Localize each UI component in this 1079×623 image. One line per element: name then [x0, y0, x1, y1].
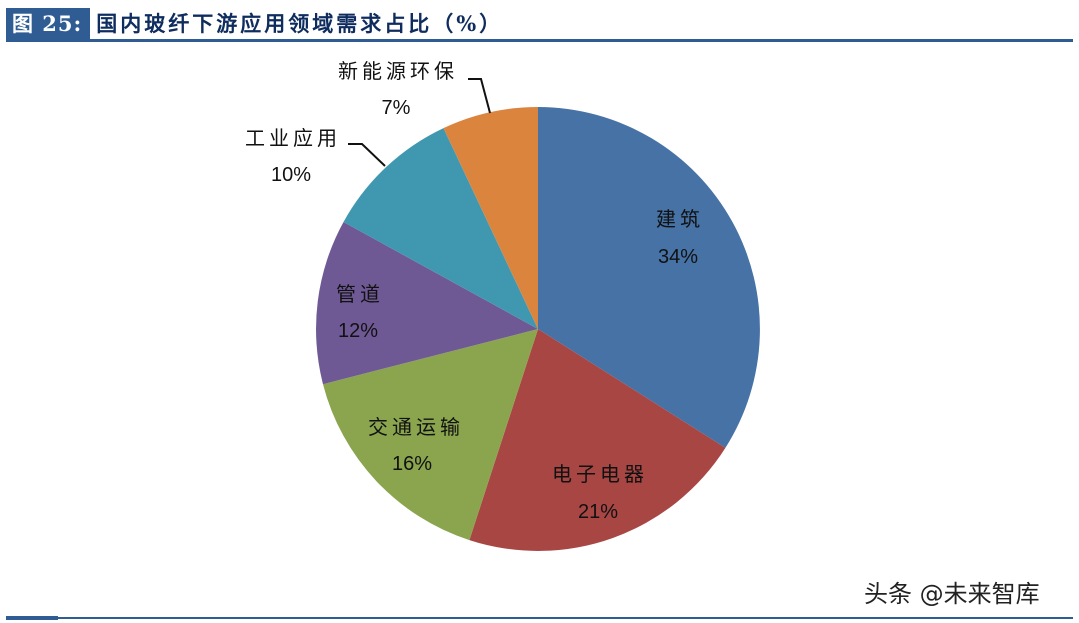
label-industrial-name: 工业应用 — [245, 126, 341, 150]
watermark-text: 头条 @未来智库 — [864, 580, 1040, 608]
label-pipeline-pct: 12% — [338, 320, 378, 342]
label-transportation-pct: 16% — [392, 453, 432, 475]
slice-industrial — [343, 128, 538, 329]
slice-pipeline — [316, 222, 538, 385]
footer-divider-accent — [6, 616, 58, 620]
figure-header: 图 25: 国内玻纤下游应用领域需求占比（%） — [6, 8, 503, 39]
slice-electronics — [469, 329, 726, 551]
label-pipeline-name: 管道 — [336, 282, 384, 306]
footer-divider — [6, 617, 1073, 619]
leader-lines — [348, 78, 491, 167]
pie-slices — [316, 106, 760, 551]
header-divider — [6, 39, 1073, 42]
leader-line-industrial — [348, 143, 386, 167]
label-electronics-pct: 21% — [578, 501, 618, 523]
label-new-energy-name: 新能源环保 — [338, 59, 458, 83]
slice-new-energy — [443, 106, 538, 329]
leader-line-new-energy — [468, 78, 491, 114]
label-industrial-pct: 10% — [271, 164, 311, 186]
label-transportation-name: 交通运输 — [368, 415, 464, 439]
slice-construction — [538, 107, 760, 448]
slice-transportation — [323, 329, 538, 541]
label-electronics-name: 电子电器 — [552, 462, 648, 486]
chart-title: 国内玻纤下游应用领域需求占比（%） — [96, 11, 504, 36]
label-construction-pct: 34% — [658, 246, 698, 268]
figure-number-label: 图 25: — [6, 8, 91, 39]
label-new-energy-pct: 7% — [382, 97, 411, 119]
data-labels: 建筑 34% 电子电器 21% 交通运输 16% 管道 12% 工业应用 10%… — [245, 59, 704, 523]
label-construction-name: 建筑 — [656, 207, 704, 231]
